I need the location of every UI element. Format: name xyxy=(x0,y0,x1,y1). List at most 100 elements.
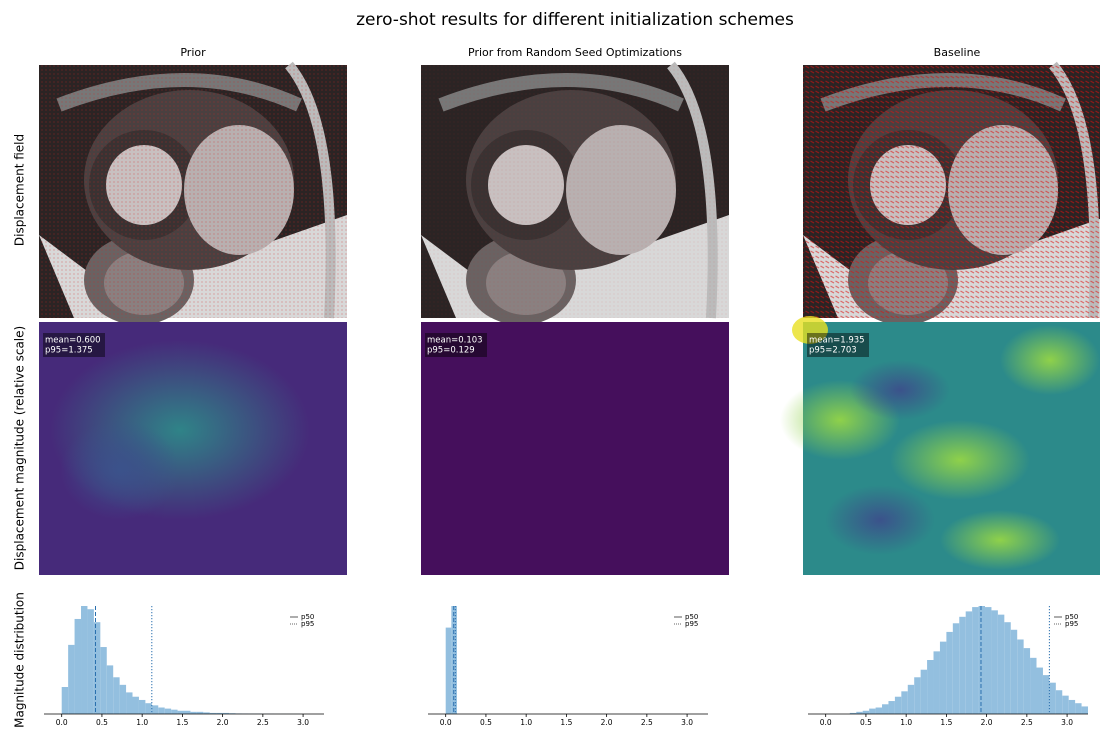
histogram-bar xyxy=(921,670,927,714)
histogram-bar xyxy=(927,660,933,714)
histogram-bar xyxy=(62,687,68,714)
histogram-bar xyxy=(914,677,920,714)
histogram-bar xyxy=(966,611,972,714)
histogram-bar xyxy=(171,710,177,714)
annotation: mean=0.103 xyxy=(427,336,483,346)
histogram-bar xyxy=(1017,639,1023,714)
histogram-bar xyxy=(1037,668,1043,714)
histogram-bar xyxy=(94,622,100,714)
histogram-bar xyxy=(1056,690,1062,714)
heatmap-blob xyxy=(1000,325,1100,395)
histogram-bar xyxy=(158,708,164,714)
heatmap-blob xyxy=(850,360,950,420)
x-tick-label: 2.0 xyxy=(601,718,613,727)
histogram-bar xyxy=(972,607,978,714)
histogram-bar xyxy=(120,685,126,714)
histogram-bar xyxy=(940,642,946,714)
x-tick-label: 0.0 xyxy=(56,718,68,727)
vector-overlay xyxy=(39,65,347,318)
histogram-bar xyxy=(165,709,171,714)
histogram-bar xyxy=(901,691,907,714)
histogram-bar xyxy=(100,647,106,714)
histogram-bar xyxy=(888,701,894,714)
histogram-bar xyxy=(1030,658,1036,714)
x-tick-label: 1.5 xyxy=(940,718,952,727)
annotation: p95=1.375 xyxy=(45,346,93,356)
x-tick-label: 2.5 xyxy=(641,718,653,727)
x-tick-label: 0.5 xyxy=(480,718,492,727)
histogram-bar xyxy=(882,704,888,714)
histogram-bar xyxy=(81,606,87,714)
heatmap-blob xyxy=(60,420,180,520)
legend-label: p95 xyxy=(1065,620,1078,628)
histogram-bar xyxy=(446,628,452,714)
histogram-bar xyxy=(1043,675,1049,714)
x-tick-label: 0.0 xyxy=(820,718,832,727)
histogram-bar xyxy=(934,651,940,714)
histogram-bar xyxy=(998,615,1004,714)
histogram-bar xyxy=(908,685,914,714)
histogram-bar xyxy=(139,700,145,714)
figure-title: zero-shot results for different initiali… xyxy=(356,10,794,30)
x-tick-label: 2.5 xyxy=(1021,718,1033,727)
histogram-bar xyxy=(87,609,93,714)
histogram-bar xyxy=(946,632,952,714)
column-title: Prior from Random Seed Optimizations xyxy=(468,46,682,59)
histogram-bar xyxy=(959,617,965,714)
histogram-bar xyxy=(1024,648,1030,714)
x-tick-label: 1.0 xyxy=(520,718,532,727)
column-title: Baseline xyxy=(934,46,981,59)
panels xyxy=(39,65,1100,575)
heatmap xyxy=(421,322,729,575)
x-tick-label: 3.0 xyxy=(1061,718,1073,727)
histogram-bar xyxy=(68,645,74,714)
histogram-bar xyxy=(178,711,184,714)
histogram-bar xyxy=(985,607,991,714)
x-tick-label: 1.5 xyxy=(560,718,572,727)
x-tick-label: 2.0 xyxy=(217,718,229,727)
histogram-bar xyxy=(895,697,901,714)
annotation: mean=0.600 xyxy=(45,336,101,346)
histogram-bar xyxy=(1062,696,1068,714)
vector-overlay xyxy=(421,65,729,318)
histogram-bar xyxy=(863,711,869,714)
heatmap-blob xyxy=(890,420,1030,500)
x-tick-label: 0.5 xyxy=(860,718,872,727)
histogram-bar xyxy=(75,619,81,714)
legend-label: p95 xyxy=(301,620,314,628)
row-label: Displacement magnitude (relative scale) xyxy=(13,326,27,570)
histogram-bar xyxy=(991,610,997,714)
x-tick-label: 1.0 xyxy=(136,718,148,727)
heatmap-blob xyxy=(825,485,935,555)
row-label: Displacement field xyxy=(13,134,27,246)
histogram-bar xyxy=(1075,703,1081,714)
x-tick-label: 1.5 xyxy=(176,718,188,727)
histogram-bar xyxy=(1004,622,1010,714)
x-tick-label: 2.0 xyxy=(981,718,993,727)
x-tick-label: 2.5 xyxy=(257,718,269,727)
histogram-bar xyxy=(113,677,119,714)
histogram-bar xyxy=(1069,700,1075,714)
histogram-bar xyxy=(107,665,113,714)
x-tick-label: 3.0 xyxy=(297,718,309,727)
annotation: p95=2.703 xyxy=(809,346,857,356)
histogram-bar xyxy=(1049,683,1055,714)
histogram-bar xyxy=(1082,706,1088,714)
x-tick-label: 0.5 xyxy=(96,718,108,727)
annotation: p95=0.129 xyxy=(427,346,475,356)
x-tick-label: 1.0 xyxy=(900,718,912,727)
histogram-bar xyxy=(1011,630,1017,714)
annotation: mean=1.935 xyxy=(809,336,865,346)
histogram-bar xyxy=(953,623,959,714)
column-title: Prior xyxy=(180,46,206,59)
histogram-bar xyxy=(876,708,882,714)
histogram-bar xyxy=(184,711,190,714)
vector-overlay xyxy=(803,65,1100,318)
x-tick-label: 3.0 xyxy=(681,718,693,727)
legend-label: p95 xyxy=(685,620,698,628)
histogram-bar xyxy=(133,697,139,714)
histogram-bar xyxy=(145,703,151,714)
histogram-bar xyxy=(126,692,132,714)
histogram-bar xyxy=(152,705,158,714)
figure: zero-shot results for different initiali… xyxy=(0,0,1100,732)
